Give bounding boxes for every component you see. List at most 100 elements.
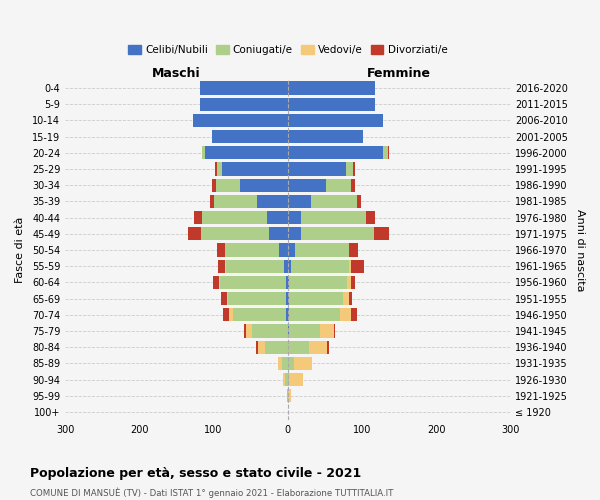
Bar [349, 260, 351, 273]
Bar [288, 244, 295, 256]
Bar [285, 373, 288, 386]
Bar [220, 276, 286, 289]
Bar [358, 194, 361, 208]
Bar [279, 244, 288, 256]
Bar [256, 340, 258, 354]
Bar [216, 178, 239, 192]
Bar [367, 211, 375, 224]
Bar [349, 292, 352, 305]
Bar [226, 260, 284, 273]
Bar [223, 162, 288, 175]
Bar [353, 162, 355, 175]
Bar [239, 178, 288, 192]
Bar [351, 260, 364, 273]
Bar [258, 340, 265, 354]
Bar [347, 276, 351, 289]
Y-axis label: Fasce di età: Fasce di età [15, 217, 25, 283]
Bar [308, 340, 327, 354]
Bar [283, 373, 285, 386]
Bar [288, 324, 289, 338]
Bar [188, 227, 201, 240]
Bar [327, 340, 329, 354]
Text: Maschi: Maschi [152, 67, 201, 80]
Bar [289, 324, 320, 338]
Bar [212, 178, 216, 192]
Bar [269, 227, 288, 240]
Bar [217, 244, 226, 256]
Text: Femmine: Femmine [367, 67, 431, 80]
Bar [244, 324, 246, 338]
Bar [288, 276, 289, 289]
Bar [201, 227, 269, 240]
Bar [289, 292, 343, 305]
Bar [326, 178, 351, 192]
Bar [288, 178, 326, 192]
Bar [286, 292, 288, 305]
Legend: Celibi/Nubili, Coniugati/e, Vedovi/e, Divorziati/e: Celibi/Nubili, Coniugati/e, Vedovi/e, Di… [124, 41, 451, 60]
Bar [288, 292, 289, 305]
Bar [288, 260, 292, 273]
Bar [267, 211, 288, 224]
Bar [223, 308, 229, 322]
Bar [252, 324, 288, 338]
Bar [219, 276, 220, 289]
Bar [213, 276, 219, 289]
Bar [292, 260, 349, 273]
Bar [257, 194, 288, 208]
Bar [194, 211, 202, 224]
Bar [288, 211, 301, 224]
Bar [351, 308, 357, 322]
Y-axis label: Anni di nascita: Anni di nascita [575, 208, 585, 291]
Bar [282, 357, 288, 370]
Bar [349, 244, 358, 256]
Bar [289, 308, 340, 322]
Bar [289, 373, 302, 386]
Bar [293, 357, 312, 370]
Bar [301, 227, 374, 240]
Bar [288, 98, 375, 111]
Bar [288, 373, 289, 386]
Bar [202, 211, 267, 224]
Bar [374, 227, 389, 240]
Bar [217, 162, 223, 175]
Bar [351, 178, 355, 192]
Bar [383, 146, 388, 160]
Bar [301, 211, 367, 224]
Bar [265, 340, 288, 354]
Bar [205, 146, 288, 160]
Bar [286, 308, 288, 322]
Bar [343, 292, 349, 305]
Bar [246, 324, 252, 338]
Bar [288, 130, 364, 143]
Bar [193, 114, 288, 127]
Bar [218, 260, 226, 273]
Bar [288, 114, 383, 127]
Bar [288, 308, 289, 322]
Bar [212, 130, 288, 143]
Bar [288, 357, 293, 370]
Bar [221, 292, 227, 305]
Bar [278, 357, 282, 370]
Bar [286, 276, 288, 289]
Bar [340, 308, 351, 322]
Bar [288, 340, 308, 354]
Bar [200, 98, 288, 111]
Bar [214, 194, 257, 208]
Bar [334, 324, 335, 338]
Bar [226, 244, 279, 256]
Bar [288, 82, 375, 94]
Bar [210, 194, 214, 208]
Bar [233, 308, 286, 322]
Bar [295, 244, 349, 256]
Bar [229, 308, 233, 322]
Bar [284, 260, 288, 273]
Bar [202, 146, 205, 160]
Bar [287, 389, 288, 402]
Bar [289, 276, 347, 289]
Bar [288, 162, 346, 175]
Bar [227, 292, 229, 305]
Bar [288, 194, 311, 208]
Text: COMUNE DI MANSUÈ (TV) - Dati ISTAT 1° gennaio 2021 - Elaborazione TUTTITALIA.IT: COMUNE DI MANSUÈ (TV) - Dati ISTAT 1° ge… [30, 488, 394, 498]
Bar [200, 82, 288, 94]
Bar [388, 146, 389, 160]
